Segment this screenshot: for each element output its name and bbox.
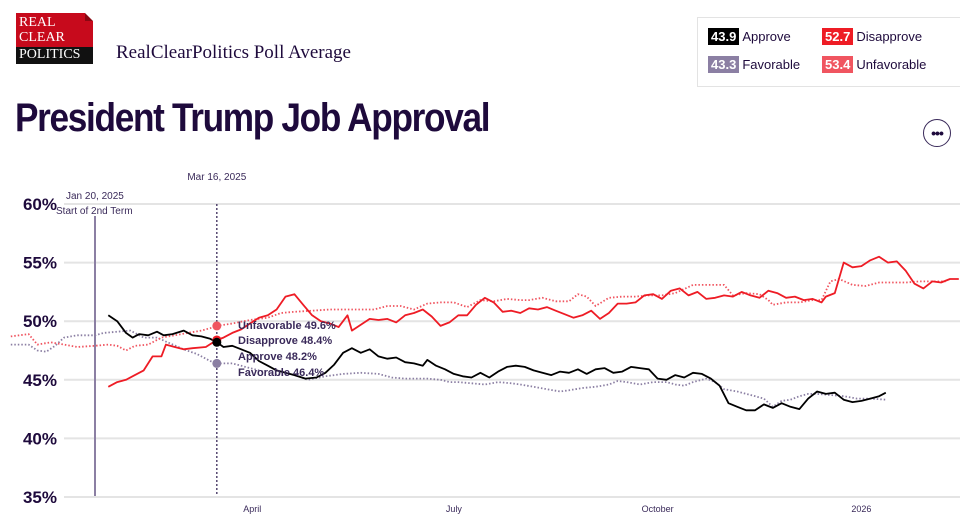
annotations: Jan 20, 2025 Start of 2nd Term Mar 16, 202… <box>56 172 247 496</box>
legend-item-disapprove[interactable]: 52.7 Disapprove <box>822 28 922 45</box>
hover-date-label: Mar 16, 2025 <box>187 172 246 183</box>
hover-label-disapprove: Disapprove 48.4% <box>238 335 332 347</box>
y-tick-label: 50% <box>23 312 57 331</box>
x-tick-label: July <box>446 504 463 514</box>
legend-item-unfavorable[interactable]: 53.4 Unfavorable <box>822 56 926 73</box>
hover-dot-unfavorable <box>212 321 222 331</box>
logo-line-1: REAL <box>19 15 56 30</box>
x-tick-label: October <box>642 504 674 514</box>
rcp-logo[interactable]: REAL CLEAR POLITICS <box>16 13 93 64</box>
more-options-button[interactable]: ••• <box>923 119 951 147</box>
logo-line-2: CLEAR <box>19 30 65 45</box>
hover-dot-approve <box>212 337 222 347</box>
logo-black-block <box>16 47 93 64</box>
hover-label-approve: Approve 48.2% <box>238 351 317 363</box>
legend-label: Unfavorable <box>856 57 927 72</box>
grid-lines <box>64 203 960 498</box>
term-start-date-label: Jan 20, 2025 <box>66 191 124 202</box>
y-axis: 60% 55% 50% 45% 40% 35% <box>23 195 57 507</box>
legend-value-badge: 52.7 <box>822 28 854 45</box>
legend-value-badge: 43.9 <box>708 28 740 45</box>
term-start-caption: Start of 2nd Term <box>56 206 133 217</box>
x-tick-label: 2026 <box>851 504 871 514</box>
legend-item-approve[interactable]: 43.9 Approve <box>708 28 791 45</box>
y-tick-label: 45% <box>23 371 57 390</box>
series-line-disapprove[interactable] <box>107 255 959 388</box>
x-tick-label: April <box>243 504 261 514</box>
series-line-unfavorable[interactable] <box>10 278 946 352</box>
series-lines <box>10 255 959 412</box>
series-line-approve[interactable] <box>107 314 887 412</box>
legend-label: Favorable <box>742 57 801 72</box>
page-title: President Trump Job Approval <box>15 96 491 140</box>
series-line-favorable[interactable] <box>10 329 886 408</box>
logo-corner-fold <box>85 13 93 21</box>
ellipsis-icon: ••• <box>931 125 944 141</box>
y-tick-label: 35% <box>23 488 57 507</box>
logo-line-3: POLITICS <box>19 47 81 62</box>
logo-red-block <box>16 13 93 47</box>
x-axis: April July October 2026 <box>243 504 871 514</box>
legend-value-badge: 53.4 <box>822 56 854 73</box>
y-tick-label: 60% <box>23 195 57 214</box>
legend-label: Approve <box>742 29 791 44</box>
approval-line-chart[interactable]: 60%55%50%45%40%35% April July October 2026 … <box>0 160 960 527</box>
legend-item-favorable[interactable]: 43.3 Favorable <box>708 56 800 73</box>
legend-value-badge: 43.3 <box>708 56 740 73</box>
page-subtitle: RealClearPolitics Poll Average <box>116 42 351 63</box>
y-tick-label: 55% <box>23 254 57 273</box>
y-tick-label: 40% <box>23 429 57 448</box>
legend-box: 43.9 Approve 52.7 Disapprove 43.3 Favora… <box>697 17 960 87</box>
legend-label: Disapprove <box>856 29 923 44</box>
hover-label-unfavorable: Unfavorable 49.6% <box>238 320 336 332</box>
hover-label-favorable: Favorable 46.4% <box>238 367 324 379</box>
hover-tooltip: Unfavorable 49.6% Disapprove 48.4% Approve… <box>212 320 336 379</box>
hover-dot-favorable <box>212 358 222 368</box>
